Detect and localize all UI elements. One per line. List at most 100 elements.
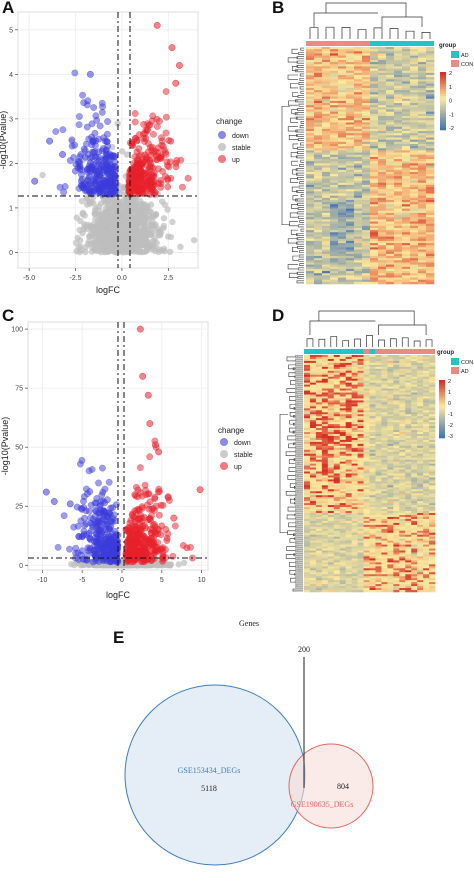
heat-cell [418,243,427,246]
up-point [144,391,152,399]
heat-cell [426,59,435,63]
heat-cell [386,103,395,106]
heat-cell [338,273,347,276]
heat-cell [386,124,395,128]
heat-cell [346,279,355,283]
heat-cell [306,251,315,255]
heat-cell [386,260,395,263]
heat-cell [314,94,323,97]
heat-cell [362,115,371,119]
heat-cell [370,245,379,248]
heat-cell [370,143,379,147]
heat-cell [410,182,419,186]
heat-cell [426,120,435,123]
heat-cell [306,90,315,93]
heat-cell [330,118,339,121]
heat-cell [411,364,418,368]
heat-cell [338,146,347,149]
heat-cell [333,360,341,364]
heat-cell [410,96,419,99]
heat-cell [410,49,419,52]
heat-cell [346,118,355,121]
heat-cell [346,184,355,188]
heat-cell [304,360,311,364]
heat-cell [346,258,355,261]
heat-cell [402,234,411,237]
heat-cell [378,178,387,181]
heat-cell [330,171,339,175]
down-point [99,103,106,111]
heat-cell [426,251,435,255]
heat-cell [339,368,346,372]
heat-cell [402,262,411,265]
heat-cell [410,232,419,235]
heat-cell [418,55,427,59]
heat-cell [381,356,388,360]
heat-cell [394,206,403,209]
heat-cell [394,118,403,121]
heat-cell [410,245,419,248]
heat-cell [423,364,430,368]
heat-cell [322,180,331,184]
heat-cell [314,124,323,128]
heat-cell [386,182,395,186]
stable-point [180,559,188,567]
heat-cell [394,208,403,212]
stable-point [127,248,134,255]
heat-cell [330,187,339,190]
heat-cell [426,107,435,110]
group-label-con-b: CON [461,62,473,68]
row-label-stub [295,461,303,464]
heat-cell [322,165,331,168]
heat-cell [338,163,347,166]
heat-cell [378,215,387,218]
down-point [94,167,102,175]
heat-cell [418,206,427,209]
heat-cell [426,208,435,212]
heat-cell [386,126,395,130]
heat-cell [378,115,387,119]
heat-cell [354,120,363,123]
heat-cell [418,195,427,199]
heat-cell [330,148,339,151]
heat-cell [362,126,371,130]
points-a [31,21,198,256]
heat-cell [394,122,403,125]
heat-cell [386,59,395,63]
heat-cell [426,111,435,115]
y-tick-label: 100 [11,327,23,334]
heat-cell [370,189,379,192]
heat-cell [338,217,347,220]
heat-cell [314,184,323,188]
heat-cell [386,197,395,201]
heat-cell [338,98,347,102]
heat-cell [405,370,412,374]
heat-cell [418,197,427,201]
heat-cell [426,135,435,138]
heat-cell [346,217,355,220]
heat-cell [426,174,435,177]
down-point [83,490,91,498]
heat-cell [378,191,387,194]
down-point [103,138,111,146]
heat-cell [306,234,315,237]
heat-cell [426,169,435,173]
heat-cell [402,49,411,52]
heat-cell [338,251,347,255]
heat-cell [330,126,339,130]
heat-cell [418,133,427,136]
heat-cell [362,178,371,181]
heat-cell [330,90,339,93]
down-point [102,517,110,525]
heat-cell [306,85,315,89]
heat-cell [370,62,379,65]
heat-cell [402,271,411,274]
heat-cell [402,230,411,233]
row-label-stub [295,392,303,395]
down-point [87,514,94,522]
heat-cell [378,77,387,80]
heat-cell [378,167,387,171]
heat-cell [362,79,371,82]
row-label-stub [295,467,303,470]
heat-cell [330,59,339,63]
